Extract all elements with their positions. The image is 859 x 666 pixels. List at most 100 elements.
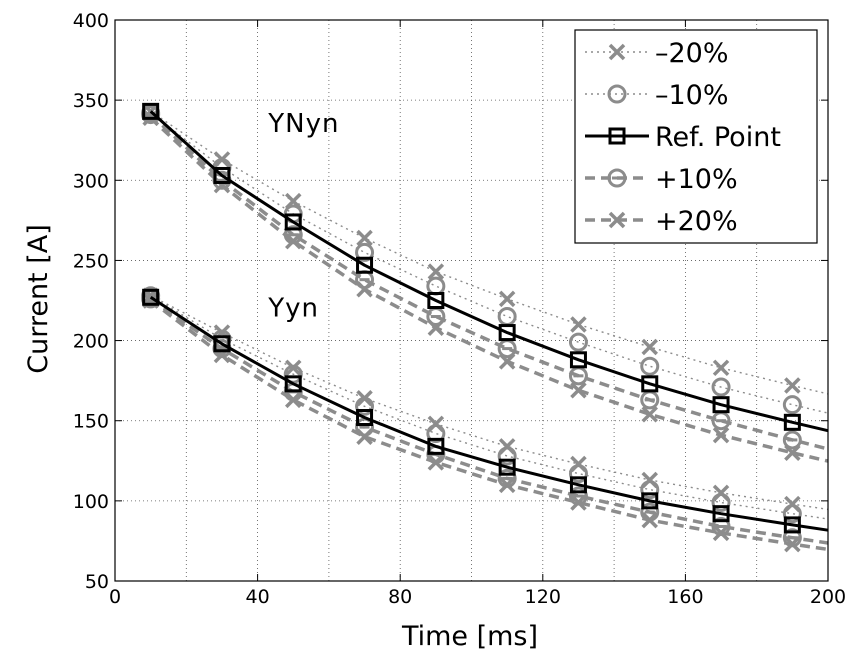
circle-marker [497, 446, 517, 466]
plot-border [114, 19, 829, 582]
legend-entry: –20% [585, 38, 729, 69]
x-marker [712, 359, 730, 377]
square-marker [427, 292, 445, 309]
legend-entry: +10% [585, 164, 738, 195]
circle-marker [568, 366, 588, 386]
x-marker [285, 232, 302, 250]
series-yyn-2 [142, 288, 829, 534]
x-marker [427, 454, 445, 471]
y-tick-label: 400 [73, 10, 109, 32]
x-marker [356, 428, 373, 445]
square-marker [213, 166, 231, 184]
y-tick-label: 100 [73, 491, 109, 513]
x-axis-label: Time [ms] [401, 621, 538, 652]
circle-marker [711, 377, 731, 397]
circle-marker [426, 276, 446, 296]
series-line [149, 113, 829, 451]
plot-frame [114, 19, 829, 582]
x-tick-label: 0 [109, 586, 121, 608]
x-marker [608, 211, 626, 229]
square-marker [608, 127, 626, 145]
series-ynyn-2 [142, 102, 829, 433]
legend-label: +20% [655, 206, 738, 237]
series-line [150, 112, 829, 414]
square-marker [641, 375, 659, 393]
square-marker [498, 458, 516, 476]
grid [115, 20, 828, 581]
x-marker [427, 319, 445, 336]
square-marker [284, 375, 302, 393]
x-marker [641, 511, 658, 529]
square-marker [356, 256, 374, 274]
y-tick-label: 50 [85, 571, 109, 593]
circle-marker [568, 464, 588, 484]
y-tick-label: 250 [73, 250, 109, 272]
square-marker [783, 413, 801, 431]
series-line [150, 295, 829, 511]
x-marker [498, 476, 516, 494]
square-marker [284, 213, 302, 231]
y-tick-label: 350 [73, 90, 109, 112]
x-tick-label: 40 [246, 586, 270, 608]
x-marker [356, 229, 373, 247]
x-tick-label: 120 [525, 586, 561, 608]
x-marker [498, 353, 516, 370]
circle-marker [640, 356, 660, 376]
circle-marker [568, 332, 588, 352]
circle-marker [607, 84, 627, 104]
legend-entry: Ref. Point [585, 122, 781, 153]
x-marker [498, 290, 516, 308]
legend-label: –10% [655, 80, 729, 111]
square-marker [427, 437, 445, 455]
circle-marker [426, 424, 446, 444]
legend-label: –20% [655, 38, 729, 69]
series-line [149, 110, 829, 433]
x-marker [427, 263, 445, 280]
legend-entry: –10% [585, 80, 729, 111]
x-marker [213, 176, 231, 194]
circle-marker [782, 395, 802, 415]
annotations: YNyn Yyn [267, 109, 339, 324]
square-marker [569, 351, 587, 369]
square-marker [142, 288, 160, 306]
legend-entry: +20% [585, 206, 738, 237]
square-marker [569, 476, 587, 494]
x-tick-label: 160 [667, 586, 703, 608]
series-yyn-4 [142, 292, 829, 553]
square-marker [142, 102, 160, 120]
x-marker [712, 524, 730, 542]
legend-box [574, 29, 818, 244]
annotation-yyn: Yyn [267, 294, 319, 324]
x-marker [285, 391, 302, 409]
x-marker [784, 535, 801, 553]
legend: –20% –10% Ref. Point +10% +20% [574, 29, 818, 244]
tick-labels: 0 40 80 120 160 200 50 100 150 200 250 300 350 400 [73, 10, 846, 608]
x-marker [641, 406, 658, 423]
y-tick-label: 300 [73, 170, 109, 192]
x-marker [608, 43, 626, 61]
x-marker [641, 338, 658, 356]
x-marker [570, 494, 587, 511]
circle-marker [711, 492, 731, 512]
x-marker [570, 382, 587, 399]
circle-marker [782, 504, 802, 524]
circle-marker [640, 390, 660, 410]
square-marker [712, 505, 730, 523]
series-line [149, 296, 829, 532]
series-ynyn-4 [142, 109, 829, 463]
x-marker [784, 377, 801, 394]
circle-marker [782, 430, 802, 450]
square-marker [712, 396, 730, 414]
x-tick-label: 80 [388, 586, 412, 608]
x-marker [784, 444, 801, 462]
y-axis-label: Current [A] [23, 224, 54, 374]
curves [141, 102, 829, 553]
square-marker [783, 516, 801, 534]
annotation-ynyn: YNyn [267, 109, 339, 139]
circle-marker [355, 242, 375, 262]
x-marker [570, 316, 587, 333]
circle-marker [355, 396, 375, 416]
square-marker [641, 492, 659, 510]
y-tick-label: 200 [73, 331, 109, 353]
